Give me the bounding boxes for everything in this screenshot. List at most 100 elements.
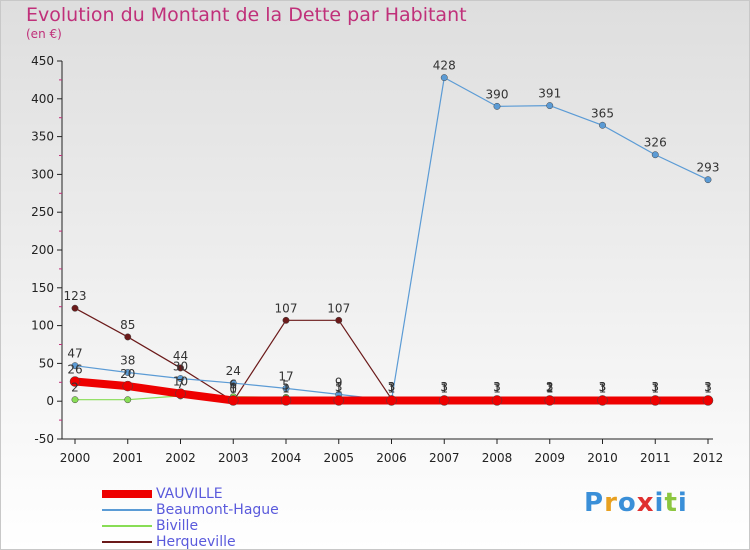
data-point-beaumont-hague xyxy=(282,384,290,392)
data-point-beaumont-hague xyxy=(177,375,184,382)
data-label: 1 xyxy=(335,381,343,395)
unit-label: (en €) xyxy=(26,27,62,41)
data-label: 390 xyxy=(486,87,509,101)
data-point-vauville xyxy=(386,395,397,406)
data-label: 326 xyxy=(644,136,667,150)
x-tick-label: 2012 xyxy=(693,451,724,465)
y-tick-label: 450 xyxy=(31,54,54,68)
legend-item-vauville: VAUVILLE xyxy=(102,486,279,502)
data-point-vauville xyxy=(544,395,555,406)
logo-letter: i xyxy=(677,488,688,518)
data-point-vauville xyxy=(122,380,133,392)
data-label: 1 xyxy=(651,381,659,395)
data-label: 5 xyxy=(282,378,290,392)
data-label: 3 xyxy=(599,380,607,394)
legend-swatch xyxy=(102,541,152,543)
data-point-herqueville xyxy=(177,364,184,372)
data-label: 10 xyxy=(173,375,188,389)
legend-item-biville: Biville xyxy=(102,518,279,534)
data-label: 3 xyxy=(651,380,659,394)
legend-label: Biville xyxy=(156,518,199,534)
legend-item-herqueville: Herqueville xyxy=(102,534,279,550)
data-point-vauville xyxy=(280,395,292,406)
data-label: 1 xyxy=(704,381,712,395)
y-tick-label: 350 xyxy=(31,130,54,144)
data-point-beaumont-hague xyxy=(440,74,448,82)
data-point-herqueville xyxy=(71,304,79,312)
logo-letter: P xyxy=(584,488,605,518)
x-tick-label: 2004 xyxy=(271,451,302,465)
data-label: 3 xyxy=(651,380,659,394)
data-point-vauville xyxy=(702,395,714,406)
legend-item-beaumont-hague: Beaumont-Hague xyxy=(102,502,279,518)
data-label: 38 xyxy=(120,353,135,367)
data-point-vauville xyxy=(228,395,239,406)
proxiti-logo: Proxiti xyxy=(584,488,688,518)
data-label: 26 xyxy=(67,363,82,377)
data-label: 107 xyxy=(275,301,298,315)
x-tick-label: 2000 xyxy=(60,451,91,465)
data-label: 1 xyxy=(440,381,448,395)
data-point-beaumont-hague xyxy=(546,102,554,110)
data-label: 3 xyxy=(388,380,396,394)
data-point-vauville xyxy=(439,395,450,406)
data-label: 85 xyxy=(120,318,135,332)
x-tick-label: 2009 xyxy=(534,451,565,465)
x-tick-label: 2010 xyxy=(587,451,618,465)
data-label: 17 xyxy=(278,369,293,383)
x-tick-label: 2003 xyxy=(218,451,249,465)
logo-letter: t xyxy=(664,488,678,518)
legend: VAUVILLE Beaumont-Hague Biville Herqueville xyxy=(102,486,279,550)
y-tick-label: 300 xyxy=(31,167,54,181)
data-point-vauville xyxy=(650,395,661,406)
legend-swatch xyxy=(102,509,152,511)
series-line-beaumont-hague xyxy=(74,77,709,402)
data-point-beaumont-hague xyxy=(599,121,606,129)
x-tick-label: 2002 xyxy=(165,451,196,465)
chart-title: Evolution du Montant de la Dette par Hab… xyxy=(26,4,467,26)
data-label: 24 xyxy=(226,364,241,378)
data-label: 6 xyxy=(229,378,237,392)
y-tick-label: 100 xyxy=(31,319,54,333)
data-label: 20 xyxy=(120,367,135,381)
legend-label: VAUVILLE xyxy=(156,486,223,502)
data-point-vauville xyxy=(491,395,503,406)
data-label: 2 xyxy=(71,381,79,395)
y-tick-label: 150 xyxy=(31,281,54,295)
data-label: 1 xyxy=(388,381,396,395)
x-tick-label: 2011 xyxy=(640,451,671,465)
x-tick-label: 2008 xyxy=(482,451,513,465)
y-tick-label: 0 xyxy=(46,394,54,408)
data-point-vauville xyxy=(597,395,608,406)
x-tick-label: 2001 xyxy=(112,451,143,465)
data-point-beaumont-hague xyxy=(124,369,132,376)
data-label: 107 xyxy=(327,301,350,315)
data-label: 293 xyxy=(697,161,720,175)
data-label: 3 xyxy=(440,380,448,394)
legend-swatch xyxy=(102,525,152,527)
data-label: 3 xyxy=(388,380,396,394)
x-tick-label: 2006 xyxy=(376,451,407,465)
data-label: 1 xyxy=(546,381,554,395)
data-label: 3 xyxy=(546,380,554,394)
y-tick-label: 200 xyxy=(31,243,54,257)
data-point-herqueville xyxy=(124,333,132,341)
logo-letter: i xyxy=(654,488,665,518)
data-point-biville xyxy=(71,396,79,404)
data-label: 3 xyxy=(704,380,712,394)
data-point-vauville xyxy=(69,376,81,387)
data-label: 3 xyxy=(493,380,501,394)
data-label: 391 xyxy=(538,87,561,101)
logo-letter: o xyxy=(617,488,637,518)
logo-letter: x xyxy=(636,488,655,518)
data-label: 2 xyxy=(546,381,554,395)
data-point-herqueville xyxy=(282,316,290,324)
data-label: 1 xyxy=(493,381,501,395)
data-label: 3 xyxy=(599,380,607,394)
data-label: 365 xyxy=(591,106,614,120)
y-tick-label: -50 xyxy=(34,432,54,446)
data-point-beaumont-hague xyxy=(71,362,79,370)
data-label: 3 xyxy=(440,380,448,394)
data-point-beaumont-hague xyxy=(493,102,501,110)
